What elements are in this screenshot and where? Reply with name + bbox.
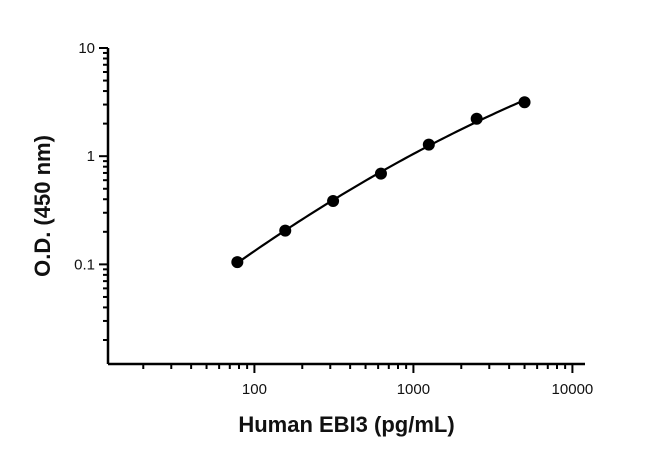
y-tick-label: 10: [78, 40, 95, 57]
x-tick-label: 10000: [552, 381, 594, 398]
y-tick-label: 0.1: [74, 256, 95, 273]
data-point: [518, 96, 531, 109]
y-tick-label: 1: [87, 148, 95, 165]
data-point: [470, 112, 483, 125]
x-tick-label: 100: [242, 381, 267, 398]
data-point: [279, 224, 292, 237]
data-points: [231, 96, 531, 269]
y-major-ticks: 0.1 1 10: [74, 40, 108, 273]
x-major-ticks: 100 1000 10000: [242, 364, 593, 398]
fit-curve: [236, 99, 525, 264]
data-point: [327, 195, 340, 208]
x-axis-title: Human EBI3 (pg/mL): [238, 412, 454, 437]
data-point: [231, 256, 244, 269]
data-point: [422, 138, 435, 151]
x-tick-label: 1000: [397, 381, 430, 398]
y-axis-title: O.D. (450 nm): [30, 135, 55, 277]
data-point: [374, 167, 387, 180]
